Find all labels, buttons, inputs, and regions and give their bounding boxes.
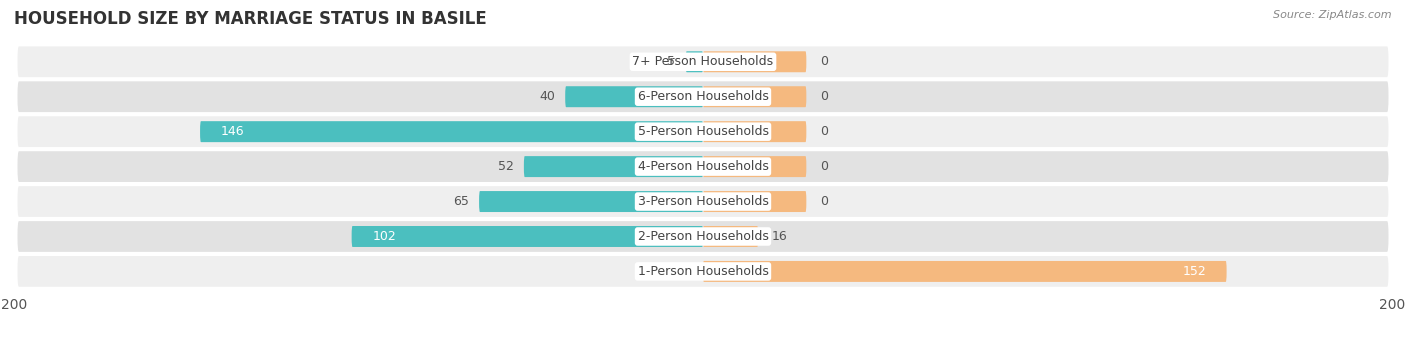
FancyBboxPatch shape xyxy=(703,226,758,247)
Text: 6-Person Households: 6-Person Households xyxy=(637,90,769,103)
Text: 0: 0 xyxy=(820,125,828,138)
FancyBboxPatch shape xyxy=(17,116,1389,147)
Text: 152: 152 xyxy=(1182,265,1206,278)
FancyBboxPatch shape xyxy=(565,86,703,107)
FancyBboxPatch shape xyxy=(352,226,703,247)
Text: 2-Person Households: 2-Person Households xyxy=(637,230,769,243)
Text: 5: 5 xyxy=(668,55,675,68)
FancyBboxPatch shape xyxy=(17,46,1389,77)
Text: 1-Person Households: 1-Person Households xyxy=(637,265,769,278)
Text: Source: ZipAtlas.com: Source: ZipAtlas.com xyxy=(1274,10,1392,20)
FancyBboxPatch shape xyxy=(479,191,703,212)
Text: 102: 102 xyxy=(373,230,396,243)
FancyBboxPatch shape xyxy=(17,81,1389,112)
FancyBboxPatch shape xyxy=(17,151,1389,182)
FancyBboxPatch shape xyxy=(200,121,703,142)
Text: HOUSEHOLD SIZE BY MARRIAGE STATUS IN BASILE: HOUSEHOLD SIZE BY MARRIAGE STATUS IN BAS… xyxy=(14,10,486,28)
Text: 65: 65 xyxy=(453,195,468,208)
FancyBboxPatch shape xyxy=(703,121,807,142)
FancyBboxPatch shape xyxy=(703,156,807,177)
Text: 0: 0 xyxy=(820,160,828,173)
Text: 5-Person Households: 5-Person Households xyxy=(637,125,769,138)
FancyBboxPatch shape xyxy=(703,261,1226,282)
Text: 16: 16 xyxy=(772,230,787,243)
Text: 146: 146 xyxy=(221,125,245,138)
Text: 0: 0 xyxy=(820,90,828,103)
FancyBboxPatch shape xyxy=(703,51,807,72)
Text: 0: 0 xyxy=(820,195,828,208)
FancyBboxPatch shape xyxy=(703,191,807,212)
Text: 7+ Person Households: 7+ Person Households xyxy=(633,55,773,68)
Text: 3-Person Households: 3-Person Households xyxy=(637,195,769,208)
Text: 52: 52 xyxy=(498,160,513,173)
FancyBboxPatch shape xyxy=(17,221,1389,252)
FancyBboxPatch shape xyxy=(686,51,703,72)
Text: 0: 0 xyxy=(820,55,828,68)
FancyBboxPatch shape xyxy=(17,186,1389,217)
FancyBboxPatch shape xyxy=(524,156,703,177)
FancyBboxPatch shape xyxy=(17,256,1389,287)
Text: 4-Person Households: 4-Person Households xyxy=(637,160,769,173)
FancyBboxPatch shape xyxy=(703,86,807,107)
Text: 40: 40 xyxy=(538,90,555,103)
